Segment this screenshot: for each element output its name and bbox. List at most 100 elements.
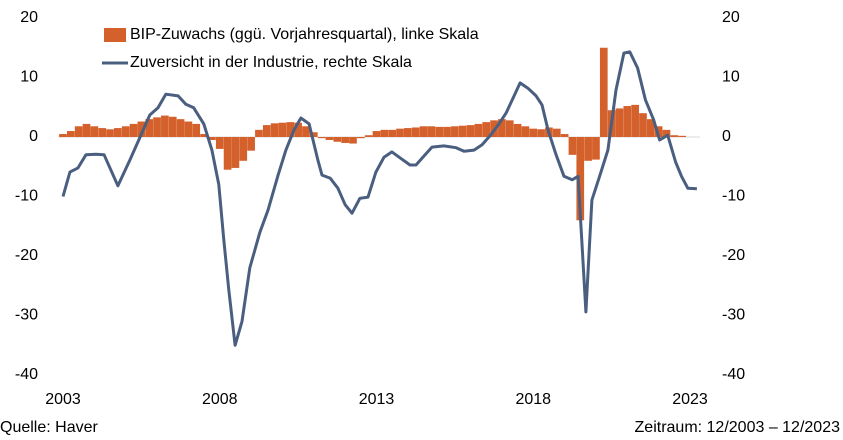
bar xyxy=(255,129,263,137)
bar xyxy=(599,47,608,137)
bar xyxy=(466,125,475,137)
bar xyxy=(98,128,107,137)
bar xyxy=(302,126,310,137)
bar xyxy=(325,137,334,140)
bar xyxy=(59,134,67,137)
bar xyxy=(678,135,687,137)
bar xyxy=(309,132,318,137)
bar xyxy=(270,123,279,137)
y-tick-label: -10 xyxy=(15,188,38,205)
bar xyxy=(513,123,522,137)
legend-swatch xyxy=(104,28,126,42)
bar xyxy=(262,125,271,137)
bar xyxy=(537,129,545,137)
bar xyxy=(161,115,169,137)
bar xyxy=(474,123,483,137)
bar xyxy=(521,126,530,137)
bar xyxy=(192,123,201,137)
x-tick-label: 2023 xyxy=(672,391,708,408)
bar xyxy=(592,137,600,160)
bar xyxy=(231,137,240,168)
bar xyxy=(498,119,506,137)
bar xyxy=(90,126,99,137)
bar xyxy=(670,135,679,137)
bar xyxy=(615,108,624,137)
bar xyxy=(356,137,365,139)
bar xyxy=(215,137,224,149)
bar xyxy=(129,123,138,137)
y2-tick-label: 10 xyxy=(722,69,740,86)
bar xyxy=(505,120,514,137)
bar xyxy=(208,137,216,140)
bar xyxy=(631,104,639,137)
bar xyxy=(106,129,114,137)
bar xyxy=(552,128,561,137)
footer-source: Quelle: Haver xyxy=(0,419,98,436)
bar xyxy=(639,113,647,137)
bar xyxy=(184,121,193,137)
y2-tick-label: 20 xyxy=(722,9,740,26)
y-tick-label: -40 xyxy=(15,366,38,383)
bar xyxy=(529,128,538,137)
x-tick-label: 2008 xyxy=(202,391,238,408)
y-tick-label: 0 xyxy=(29,128,38,145)
bar xyxy=(176,119,185,137)
bar xyxy=(646,119,655,137)
bar xyxy=(427,126,436,137)
bar xyxy=(66,131,75,137)
bar xyxy=(404,128,412,137)
y2-tick-label: -30 xyxy=(722,307,745,324)
bar xyxy=(435,126,444,137)
y2-tick-label: -20 xyxy=(722,247,745,264)
bar xyxy=(364,135,373,137)
bar xyxy=(584,137,592,161)
y-tick-label: -30 xyxy=(15,307,38,324)
x-tick-label: 2018 xyxy=(515,391,551,408)
bar xyxy=(74,126,83,137)
bar xyxy=(443,126,451,137)
y-tick-label: -20 xyxy=(15,247,38,264)
bar xyxy=(396,128,404,137)
legend-label: BIP-Zuwachs (ggü. Vorjahresquartal), lin… xyxy=(130,26,479,43)
bar xyxy=(317,137,326,139)
bar xyxy=(114,128,122,137)
bar xyxy=(333,137,342,142)
bar xyxy=(200,134,208,137)
bar xyxy=(82,123,91,137)
y2-tick-label: -40 xyxy=(722,366,745,383)
bar xyxy=(137,121,146,137)
bar xyxy=(278,122,287,137)
line xyxy=(61,50,697,347)
bar xyxy=(372,131,381,137)
bar xyxy=(247,137,255,151)
bar xyxy=(411,127,420,137)
bar xyxy=(349,137,357,144)
bar xyxy=(286,122,295,137)
bar xyxy=(623,106,632,137)
bar xyxy=(388,129,397,137)
bar xyxy=(153,117,161,137)
bar xyxy=(458,125,467,137)
bar xyxy=(145,119,154,137)
bar xyxy=(121,126,130,137)
y-tick-label: 20 xyxy=(20,9,38,26)
legend-label: Zuversicht in der Industrie, rechte Skal… xyxy=(130,54,412,71)
bar xyxy=(560,134,569,137)
bar xyxy=(168,116,177,137)
y2-tick-label: 0 xyxy=(722,128,731,145)
x-tick-label: 2003 xyxy=(45,391,81,408)
x-tick-label: 2013 xyxy=(359,391,395,408)
bar xyxy=(380,129,389,137)
y2-tick-label: -10 xyxy=(722,188,745,205)
bar xyxy=(239,137,248,161)
bar xyxy=(482,122,491,137)
bar xyxy=(223,137,232,170)
footer-period: Zeitraum: 12/2003 – 12/2023 xyxy=(635,419,841,436)
bar xyxy=(451,126,459,137)
y-tick-label: 10 xyxy=(20,69,38,86)
bar xyxy=(568,137,577,155)
bar xyxy=(294,122,302,137)
bar xyxy=(419,126,428,137)
bar xyxy=(576,137,585,221)
